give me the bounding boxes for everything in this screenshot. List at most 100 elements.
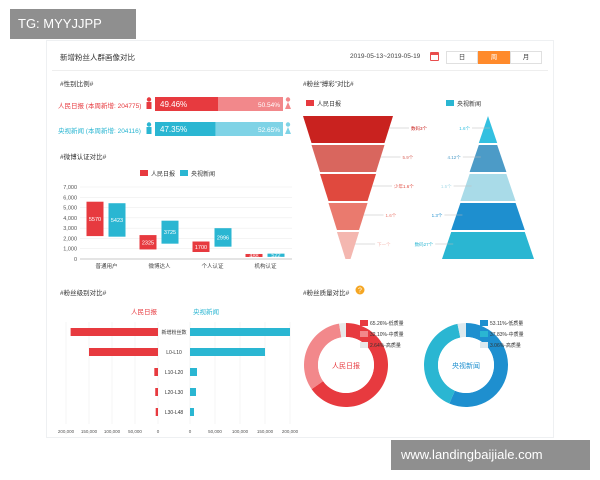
funnel-label: 少年1.6个 (394, 183, 414, 190)
level-bar-left[interactable] (70, 328, 158, 336)
level-bar-left[interactable] (155, 388, 158, 396)
x-tick-label: 50,000 (208, 429, 222, 434)
donut-slice[interactable] (339, 323, 346, 338)
female-icon (285, 122, 291, 134)
watermark-top-left: TG: MYYJJPP (10, 9, 136, 39)
pyramid-segment[interactable] (478, 116, 498, 143)
weibo-bar[interactable] (214, 228, 232, 247)
level-bar-right[interactable] (190, 408, 194, 416)
weibo-bar[interactable] (108, 203, 126, 237)
page-title: 新增粉丝人群画像对比 (60, 53, 135, 62)
x-tick-label: 微博达人 (148, 262, 171, 270)
weibo-bar[interactable] (161, 220, 179, 244)
weibo-bar[interactable] (139, 235, 157, 250)
female-icon (285, 97, 291, 109)
funnel-segment[interactable] (336, 232, 360, 259)
legend-label: 央视新闻 (191, 170, 215, 178)
section-quality-title: #粉丝质量对比# (303, 290, 350, 297)
x-tick-label: 个人认证 (201, 262, 224, 270)
segment-week[interactable]: 周 (478, 51, 510, 64)
donut-hole (318, 337, 374, 393)
legend-label: 人民日报 (317, 100, 341, 108)
funnel-segment[interactable] (303, 116, 393, 143)
weibo-bar-value: 2325 (142, 240, 154, 246)
donut-slice[interactable] (304, 323, 342, 390)
gender-female-pct: 50.54% (258, 102, 280, 109)
y-tick-label: 1,000 (63, 247, 77, 253)
pyramid-label: 1.3个 (432, 213, 443, 218)
donut-legend-label: 32.10%-中质量 (370, 331, 404, 338)
gender-ratio-chart: 人民日报 (本周新增: 204775) 央视新闻 (本周新增: 204116) … (58, 97, 291, 136)
funnel-segment[interactable] (311, 145, 385, 172)
pyramid-segment[interactable] (469, 145, 507, 172)
donut-legend-swatch (360, 331, 368, 337)
pyramid-segment[interactable] (451, 203, 525, 230)
funnel-label: 数码3个 (411, 125, 428, 132)
level-bar-left[interactable] (89, 348, 158, 356)
level-category-label: L30-L48 (165, 410, 184, 416)
weibo-bar[interactable] (192, 241, 210, 253)
weibo-bar[interactable] (267, 253, 285, 257)
weibo-bar[interactable] (86, 201, 104, 237)
donut-legend-swatch (480, 342, 488, 348)
pyramid-label: 数码27个 (415, 241, 434, 248)
donut-legend-swatch (360, 320, 368, 326)
donut-slice[interactable] (424, 323, 461, 404)
level-bar-left[interactable] (155, 408, 158, 416)
level-category-label: L20-L30 (165, 390, 184, 396)
y-tick-label: 4,000 (63, 216, 77, 222)
date-range[interactable]: 2019-05-13~2019-05-19 (350, 53, 421, 60)
funnel-segment[interactable] (319, 174, 377, 201)
male-icon (146, 122, 152, 134)
gender-row-label: 央视新闻 (本周新增: 204116) (58, 126, 141, 135)
section-gender-title: #性别比例# (60, 81, 94, 88)
legend-swatch (446, 100, 454, 106)
level-category-label: L0-L10 (166, 350, 182, 356)
gender-male-pct: 47.35% (160, 125, 187, 134)
level-series-name: 央视新闻 (193, 307, 219, 316)
donut-legend-label: 65.26%-低质量 (370, 320, 404, 327)
donut-slice[interactable] (449, 323, 508, 407)
help-icon[interactable]: ? (355, 285, 365, 295)
donut-hole (438, 337, 494, 393)
funnel-segment[interactable] (328, 203, 368, 230)
gender-female-pct: 52.65% (258, 127, 280, 134)
level-category-label: L10-L20 (165, 370, 184, 376)
donut-legend-swatch (360, 342, 368, 348)
gender-row-label: 人民日报 (本周新增: 204775) (58, 101, 141, 110)
legend-swatch (140, 170, 148, 176)
legend-swatch (306, 100, 314, 106)
level-bar-right[interactable] (190, 368, 197, 376)
svg-text:?: ? (358, 288, 362, 295)
segment-month[interactable]: 月 (510, 51, 542, 64)
donut-slice[interactable] (311, 323, 388, 407)
level-bar-right[interactable] (190, 328, 290, 336)
pyramid-segment[interactable] (442, 232, 534, 259)
header-divider (52, 70, 548, 71)
donut-center-label: 央视新闻 (452, 361, 480, 370)
gender-male-pct: 49.46% (160, 100, 187, 109)
donut-legend-swatch (480, 320, 488, 326)
level-bar-left[interactable] (154, 368, 158, 376)
y-tick-label: 5,000 (63, 206, 77, 212)
section-funnel-title: #粉丝“搏彩”对比# (303, 81, 354, 88)
pyramid-segment[interactable] (460, 174, 516, 201)
gender-bar-male (155, 122, 216, 136)
level-series-name: 人民日报 (131, 307, 158, 316)
level-bar-right[interactable] (190, 388, 196, 396)
level-bar-right[interactable] (190, 348, 265, 356)
donut-slice[interactable] (457, 323, 466, 338)
gender-bar-female (215, 122, 283, 136)
segment-day[interactable]: 日 (446, 51, 478, 64)
x-tick-label: 0 (157, 429, 160, 434)
weibo-bar-value: 5570 (89, 217, 101, 223)
calendar-icon[interactable] (430, 52, 439, 61)
section-level-title: #粉丝级别对比# (60, 290, 107, 297)
donut-center-label: 人民日报 (332, 361, 360, 370)
weibo-bar[interactable] (245, 253, 263, 257)
x-tick-label: 50,000 (128, 429, 142, 434)
weibo-verification-chart: 人民日报 央视新闻 0 1,000 2,000 3,000 4,000 5,000 6,00… (63, 170, 292, 270)
level-category-label: 新增粉丝数 (161, 329, 186, 336)
